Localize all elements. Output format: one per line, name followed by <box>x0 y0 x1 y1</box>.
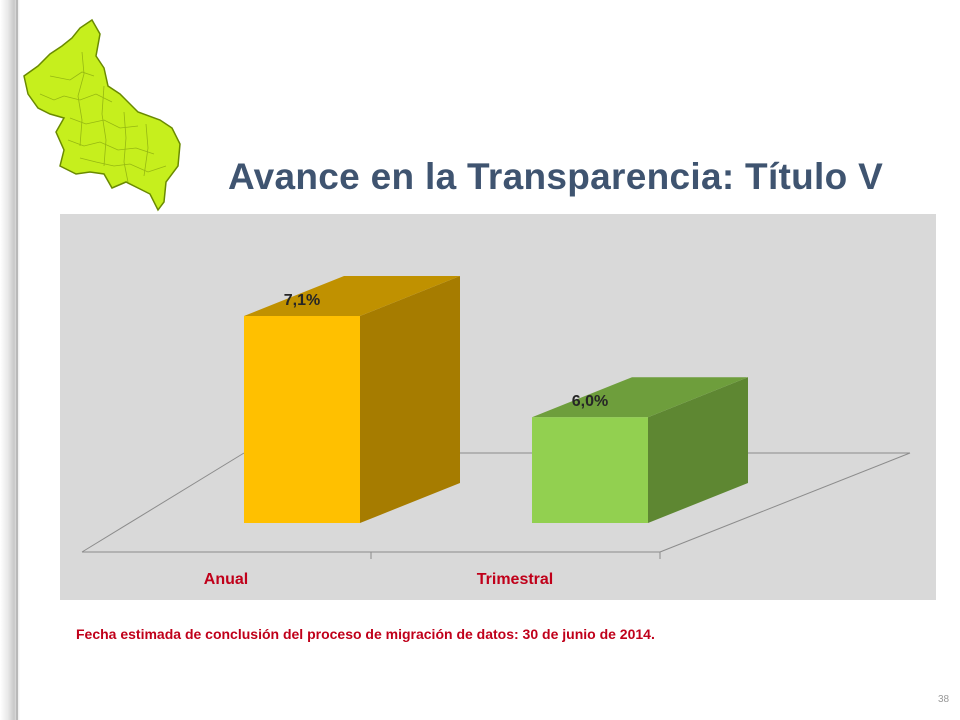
data-label: 7,1% <box>284 292 320 309</box>
left-decorative-rail <box>0 0 20 720</box>
bar-front-face <box>244 316 360 523</box>
bar-front-face <box>532 417 648 523</box>
bar-anual <box>244 276 460 523</box>
bar-chart: 7,1% Anual 6,0% Trimestral <box>60 214 936 600</box>
page-number: 38 <box>938 694 950 705</box>
bar-side-face <box>360 276 460 523</box>
chart-background <box>60 214 936 600</box>
data-label: 6,0% <box>572 393 608 410</box>
footnote-migration-date: Fecha estimada de conclusión del proceso… <box>76 626 655 642</box>
bar-top-face <box>532 377 748 418</box>
floor-left-edge <box>81 452 245 553</box>
category-label: Trimestral <box>477 571 553 588</box>
state-map-icon <box>23 18 181 212</box>
floor-right-edge <box>659 452 911 553</box>
bar-side-face <box>648 377 748 523</box>
bar-top-face <box>244 276 460 316</box>
category-label: Anual <box>204 571 248 588</box>
bar-trimestral <box>532 377 748 523</box>
slide-title: Avance en la Transparencia: Título V <box>228 156 884 197</box>
